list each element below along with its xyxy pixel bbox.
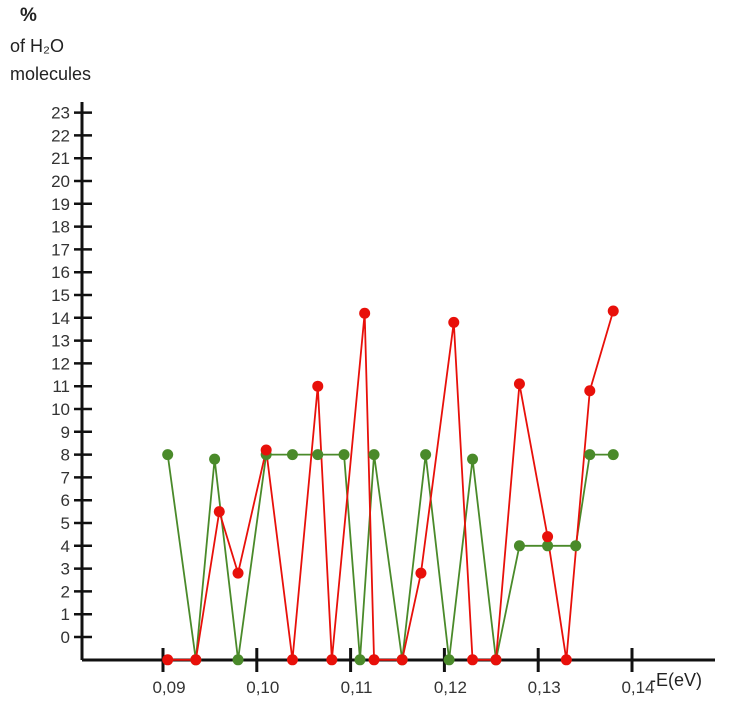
y-tick-label: 7 (61, 468, 70, 487)
series-1-point (209, 453, 221, 465)
y-tick-label: 18 (51, 218, 70, 237)
series-2-point (190, 654, 202, 666)
series-1-point (232, 654, 244, 666)
x-tick-label: 0,11 (341, 678, 373, 697)
series-1-point (368, 449, 380, 461)
y-tick-label: 11 (52, 377, 70, 396)
series-1-point (542, 540, 554, 552)
series-1-point (443, 654, 455, 666)
y-tick-label: 10 (51, 400, 70, 419)
x-tick-label: 0,13 (528, 678, 561, 697)
series-1-point (286, 449, 298, 461)
y-tick-label: 21 (51, 149, 70, 168)
series-2-point (490, 654, 502, 666)
series-1-point (354, 654, 366, 666)
y-tick-label: 4 (61, 537, 70, 556)
series-1-point (607, 449, 619, 461)
x-tick-label: 0,14 (621, 678, 654, 697)
series-1-point (312, 449, 324, 461)
y-tick-label: 3 (61, 560, 70, 579)
series-1-point (570, 540, 582, 552)
y-tick-label: 22 (51, 126, 70, 145)
y-tick-label: 20 (51, 172, 70, 191)
series-2-point (448, 316, 460, 328)
y-tick-label: 14 (51, 309, 70, 328)
x-tick-label: 0,12 (434, 678, 467, 697)
y-tick-label: 9 (61, 423, 70, 442)
series-2-point (326, 654, 338, 666)
series-2-point (162, 654, 174, 666)
series-1-point (420, 449, 432, 461)
series-2-point (513, 378, 525, 390)
y-axis-label-line-3: molecules (10, 64, 92, 84)
y-tick-label: 12 (51, 354, 70, 373)
series-1-point (513, 540, 525, 552)
series-2-point (312, 380, 324, 392)
y-axis-label-line-1: % (20, 5, 37, 26)
series-1-point (338, 449, 350, 461)
y-tick-label: 1 (61, 605, 70, 624)
series-2-line (167, 310, 615, 661)
series-2-point (232, 567, 244, 579)
y-axis-label-line-2: of H₂O (10, 36, 64, 56)
series-2-point (560, 654, 572, 666)
y-tick-label: 15 (51, 286, 70, 305)
y-tick-label: 2 (61, 582, 70, 601)
series-2-point (286, 654, 298, 666)
series-2-point (467, 654, 479, 666)
series-1-point (584, 449, 596, 461)
y-tick-label: 17 (51, 240, 70, 259)
y-tick-label: 16 (51, 263, 70, 282)
y-tick-label: 0 (61, 628, 70, 647)
x-axis-label: -E(eV) (650, 670, 703, 690)
series-2-point (359, 307, 371, 319)
series-1-point (467, 453, 479, 465)
series-2-point (396, 654, 408, 666)
x-tick-label: 0,10 (246, 678, 279, 697)
series-2-point (415, 567, 427, 579)
y-tick-label: 13 (51, 332, 70, 351)
x-tick-label: 0,09 (152, 678, 185, 697)
series-2-point (542, 531, 554, 543)
y-tick-label: 5 (61, 514, 70, 533)
y-tick-label: 19 (51, 195, 70, 214)
y-tick-label: 6 (61, 491, 70, 510)
series-2-point (213, 506, 225, 518)
series-2-point (584, 385, 596, 397)
series-1-point (162, 449, 174, 461)
series-2-point (260, 444, 272, 456)
series-2-point (607, 305, 619, 317)
series-2-point (368, 654, 380, 666)
y-tick-label: 8 (61, 446, 70, 465)
series-1-line (166, 453, 614, 660)
y-tick-label: 23 (51, 104, 70, 123)
